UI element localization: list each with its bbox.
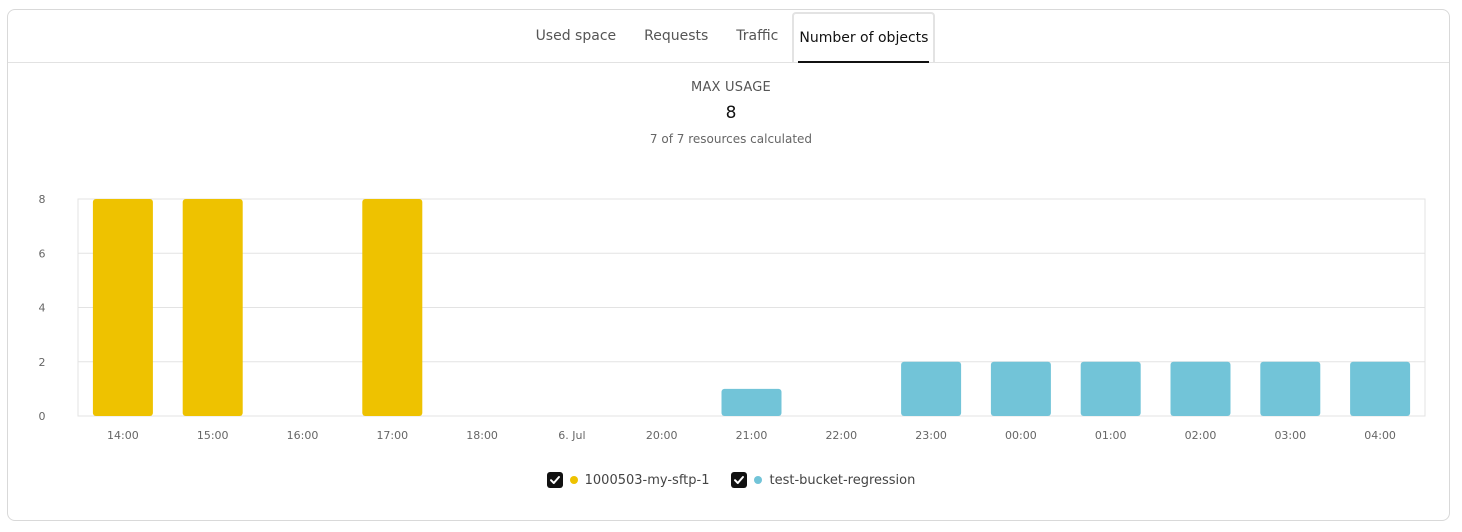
tab-requests[interactable]: Requests [630, 10, 722, 62]
summary-label: MAX USAGE [691, 80, 771, 95]
bar [1350, 361, 1411, 416]
legend-label: test-bucket-regression [769, 472, 916, 488]
checkbox-icon[interactable] [731, 472, 748, 488]
tab-used-space[interactable]: Used space [522, 10, 631, 62]
bar [1080, 361, 1141, 416]
checkbox-icon[interactable] [546, 472, 563, 488]
summary-value: 8 [725, 103, 737, 123]
y-tick-label: 8 [39, 193, 46, 206]
x-tick-label: 15:00 [197, 429, 229, 442]
legend-dot-icon [569, 476, 578, 484]
legend-item-sftp[interactable]: 1000503-my-sftp-1 [546, 472, 710, 488]
tab-label: Number of objects [799, 30, 929, 46]
x-tick-label: 17:00 [376, 429, 408, 442]
x-tick-label: 6. Jul [558, 429, 585, 442]
tab-number-of-objects[interactable]: Number of objects [792, 12, 936, 63]
bar [1170, 361, 1231, 416]
y-tick-label: 6 [39, 247, 46, 260]
legend-label: 1000503-my-sftp-1 [584, 472, 710, 488]
x-tick-label: 02:00 [1185, 429, 1217, 442]
tab-traffic[interactable]: Traffic [722, 10, 792, 62]
x-tick-label: 22:00 [825, 429, 857, 442]
summary-subtitle: 7 of 7 resources calculated [649, 132, 813, 146]
tab-label: Requests [644, 28, 709, 44]
legend-item-bucket[interactable]: test-bucket-regression [731, 472, 915, 488]
y-tick-label: 0 [39, 410, 46, 423]
x-tick-label: 14:00 [107, 429, 139, 442]
bar [901, 361, 962, 416]
x-tick-label: 04:00 [1364, 429, 1396, 442]
bar [721, 388, 782, 416]
x-tick-label: 03:00 [1274, 429, 1306, 442]
x-tick-label: 18:00 [466, 429, 498, 442]
legend-dot-icon [754, 476, 763, 484]
usage-card: Used space Requests Traffic Number of ob… [7, 9, 1450, 521]
bar [92, 199, 153, 416]
bar [990, 361, 1051, 416]
x-tick-label: 16:00 [287, 429, 319, 442]
x-tick-label: 20:00 [646, 429, 678, 442]
y-tick-label: 2 [39, 356, 46, 369]
bar [362, 199, 423, 416]
y-tick-label: 4 [39, 302, 46, 315]
x-tick-label: 01:00 [1095, 429, 1127, 442]
bar [182, 199, 243, 416]
tab-bar: Used space Requests Traffic Number of ob… [8, 10, 1449, 63]
chart-legend: 1000503-my-sftp-1 test-bucket-regression [0, 472, 1462, 488]
x-tick-label: 23:00 [915, 429, 947, 442]
x-tick-label: 00:00 [1005, 429, 1037, 442]
bar [1260, 361, 1321, 416]
bar-chart: 0 2 4 6 8 14:00 15:00 16:00 17:00 18:00 6. Jul 20:0… [39, 193, 1426, 442]
tab-label: Used space [535, 28, 617, 44]
x-tick-label: 21:00 [736, 429, 768, 442]
tab-label: Traffic [736, 28, 779, 44]
